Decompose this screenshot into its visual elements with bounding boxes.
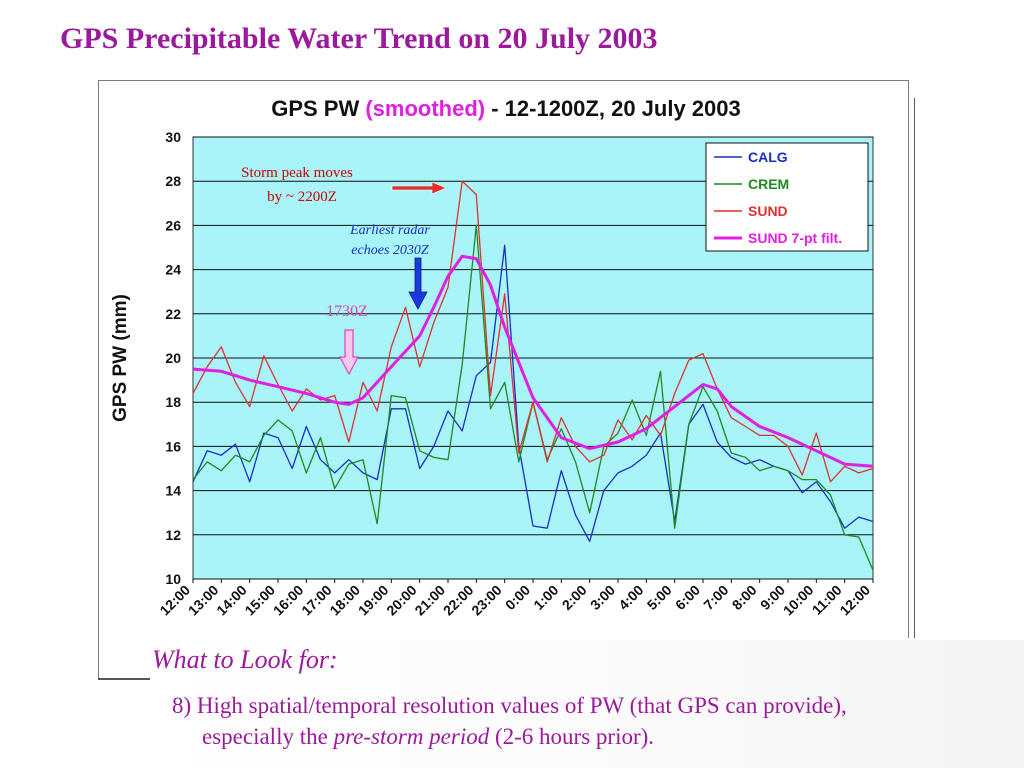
point-8-text: 8) High spatial/temporal resolution valu… [172, 690, 847, 752]
x-tick-label: 1:00 [530, 582, 561, 613]
x-tick-label: 5:00 [644, 582, 675, 613]
point-8-line-2-pre: especially the [202, 724, 334, 749]
chart-title-part-1: (smoothed) [365, 96, 485, 121]
time-1730-arrow-icon [339, 329, 359, 376]
series-line-calg [192, 244, 874, 543]
x-tick-label: 12:00 [156, 582, 193, 619]
y-tick-label: 12 [165, 527, 181, 543]
y-tick-label: 24 [165, 262, 181, 278]
x-tick-label: 20:00 [383, 582, 420, 619]
x-tick-label: 4:00 [615, 582, 646, 613]
frame-right-shadow [914, 98, 915, 638]
chart-title-part-2: - 12-1200Z, 20 July 2003 [485, 96, 741, 121]
x-tick-label: 8:00 [729, 582, 760, 613]
x-tick-label: 6:00 [672, 582, 703, 613]
x-tick-label: 21:00 [411, 582, 448, 619]
annotation-storm-peak-line2: by ~ 2200Z [267, 189, 337, 205]
y-tick-label: 18 [165, 394, 181, 410]
slide-title: GPS Precipitable Water Trend on 20 July … [60, 22, 658, 55]
legend-label: CREM [748, 176, 789, 192]
y-tick-label: 20 [165, 350, 181, 366]
x-tick-label: 14:00 [213, 582, 250, 619]
y-tick-label: 26 [165, 217, 181, 233]
point-8-line-2: especially the pre-storm period (2-6 hou… [172, 721, 847, 752]
legend-label: SUND 7-pt filt. [748, 230, 842, 246]
gps-pw-chart: GPS PW (smoothed) - 12-1200Z, 20 July 20… [110, 96, 874, 619]
x-tick-label: 23:00 [468, 582, 505, 619]
y-tick-label: 10 [165, 571, 181, 587]
x-tick-label: 15:00 [241, 582, 278, 619]
storm-peak-arrow-icon [391, 181, 447, 195]
annotation-radar-line1: Earliest radar [349, 223, 430, 238]
x-tick-label: 16:00 [270, 582, 307, 619]
series-line-sund [192, 180, 874, 483]
x-tick-label: 11:00 [809, 582, 845, 618]
x-tick-label: 2:00 [559, 582, 590, 613]
pre-storm-period-emphasis: pre-storm period [333, 724, 490, 749]
x-tick-label: 12:00 [836, 582, 873, 619]
x-tick-label: 22:00 [440, 582, 477, 619]
annotation-1730z: 1730Z [326, 303, 368, 320]
annotation-storm-peak-line1: Storm peak moves [241, 165, 353, 181]
x-tick-label: 19:00 [355, 582, 392, 619]
x-tick-label: 3:00 [587, 582, 618, 613]
frame-top-border [98, 80, 908, 81]
what-to-look-for-heading: What to Look for: [152, 645, 338, 674]
y-tick-label: 16 [165, 438, 181, 454]
radar-echo-arrow-icon [408, 257, 428, 310]
x-tick-label: 18:00 [326, 582, 363, 619]
x-tick-label: 7:00 [700, 582, 731, 613]
x-tick-label: 10:00 [780, 582, 817, 619]
chart-title-part-0: GPS PW [271, 96, 365, 121]
series-line-sund_filt [192, 254, 874, 468]
notes-panel [150, 640, 1024, 768]
x-tick-label: 17:00 [298, 582, 335, 619]
legend-label: CALG [748, 149, 788, 165]
frame-right-border [908, 80, 909, 638]
y-tick-label: 14 [165, 483, 181, 499]
legend-box [705, 142, 869, 252]
frame-base-line [98, 678, 150, 680]
y-tick-label: 28 [165, 173, 181, 189]
legend-label: SUND [748, 203, 788, 219]
y-tick-label: 22 [165, 306, 181, 322]
point-8-line-1: 8) High spatial/temporal resolution valu… [172, 693, 847, 718]
x-tick-label: 13:00 [185, 582, 222, 619]
x-tick-label: 0:00 [502, 582, 533, 613]
frame-left-border [98, 80, 99, 680]
y-tick-label: 30 [165, 129, 181, 145]
chart-title: GPS PW (smoothed) - 12-1200Z, 20 July 20… [271, 96, 741, 121]
y-axis-label: GPS PW (mm) [110, 294, 131, 422]
point-8-line-2-post: (2-6 hours prior). [489, 724, 655, 749]
annotation-radar-line2: echoes 2030Z [351, 243, 429, 258]
